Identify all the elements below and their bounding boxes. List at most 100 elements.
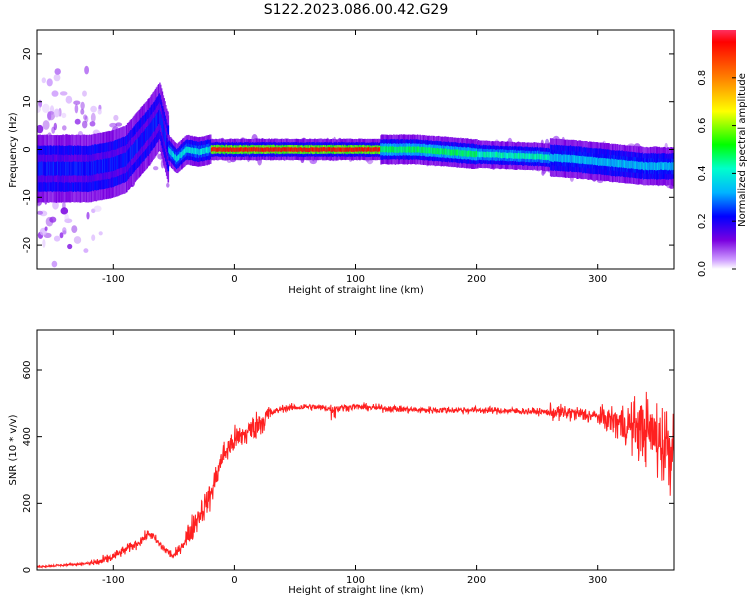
- spectrogram-cell: [385, 146, 387, 153]
- spectrogram-cell: [542, 154, 544, 160]
- colorbar-tick-label: 0.4: [697, 165, 708, 181]
- spectrogram-cell: [510, 152, 512, 159]
- spectrogram-cell: [662, 162, 665, 170]
- spectrogram-cell: [98, 160, 100, 174]
- spectrogram-cell: [143, 130, 146, 145]
- spectrogram-cell: [404, 146, 407, 153]
- spectrogram-cell: [305, 147, 308, 152]
- spectrogram-cell: [670, 162, 672, 171]
- spectrogram-cell: [287, 147, 290, 152]
- spectrogram-cell: [466, 151, 469, 158]
- spectrogram-cell: [96, 160, 98, 174]
- y-tick-label: 10: [22, 95, 33, 108]
- spectrogram-cell: [215, 147, 217, 152]
- spectrogram-cell: [610, 158, 613, 167]
- spectrogram-cell: [438, 148, 441, 155]
- spectrogram-cell: [49, 216, 57, 223]
- spectrogram-cell: [62, 227, 67, 235]
- spectrogram-cell: [394, 146, 397, 153]
- spectrogram-cell: [250, 147, 253, 152]
- spectrogram-cell: [181, 151, 183, 158]
- spectrogram-cell: [549, 155, 551, 161]
- spectrogram-cell: [188, 147, 191, 153]
- spectrogram-cell: [131, 144, 134, 159]
- spectrogram-cell: [179, 152, 181, 159]
- spectrogram-cell: [654, 162, 656, 170]
- spectrogram-cell: [610, 159, 612, 167]
- spectrogram-cell: [351, 147, 354, 152]
- spectrogram-cell: [573, 155, 576, 164]
- spectrogram-cell: [630, 160, 632, 169]
- spectrogram-cell: [41, 161, 43, 175]
- spectrogram-cell: [282, 147, 285, 152]
- spectrogram-cell: [618, 159, 621, 168]
- spectrogram-cell: [170, 150, 173, 157]
- spectrogram-cell: [275, 147, 277, 152]
- spectrogram-cell: [571, 154, 573, 163]
- spectrogram-cell: [667, 162, 670, 171]
- x-tick-label: 200: [467, 274, 486, 285]
- spectrogram-cell: [501, 152, 504, 159]
- x-tick-label: 300: [588, 274, 607, 285]
- spectrogram-cell: [314, 147, 316, 152]
- spectrogram-cell: [584, 156, 587, 165]
- spectrogram-cell: [60, 207, 69, 215]
- spectrogram-cell: [616, 159, 619, 168]
- spectrogram-cell: [41, 77, 46, 84]
- spectrogram-cell: [451, 149, 454, 156]
- spectrogram-cell: [589, 156, 592, 165]
- spectrogram-cell: [237, 147, 240, 152]
- spectrogram-cell: [504, 152, 507, 158]
- spectrogram-cell: [672, 162, 674, 170]
- spectrogram-cell: [257, 147, 259, 152]
- spectrogram-cell: [231, 147, 233, 152]
- spectrogram-cell: [424, 147, 426, 153]
- spectrogram-cell: [88, 161, 91, 176]
- spectrogram-cell: [551, 154, 554, 162]
- spectrogram-cell: [538, 153, 541, 160]
- spectrogram-cell: [337, 147, 340, 152]
- spectrogram-cell: [176, 156, 178, 163]
- spectrogram-cell: [391, 146, 393, 153]
- spectrogram-cell: [318, 147, 320, 153]
- spectrogram-cell: [42, 239, 46, 248]
- y-tick-label: -20: [22, 237, 33, 253]
- spectrogram-cell: [671, 162, 674, 171]
- spectrogram-cell: [248, 147, 251, 152]
- spectrogram-cell: [668, 162, 671, 171]
- spectrogram-cell: [638, 161, 640, 170]
- spectrogram-cell: [563, 154, 565, 163]
- spectrogram-cell: [437, 148, 439, 154]
- spectrogram-cell: [475, 151, 477, 158]
- spectrogram-cell: [397, 146, 399, 153]
- spectrogram-cell: [621, 160, 624, 168]
- spectrogram-cell: [270, 147, 272, 152]
- spectrogram-cell: [46, 269, 50, 273]
- spectrogram-cell: [80, 101, 85, 110]
- spectrogram-cell: [479, 151, 482, 158]
- spectrogram-cell: [42, 161, 45, 176]
- spectrogram-cell: [46, 162, 48, 176]
- spectrogram-cell: [151, 120, 153, 135]
- spectrogram-cell: [449, 149, 452, 156]
- spectrogram-cell: [388, 146, 391, 153]
- spectrogram-cell: [393, 146, 395, 153]
- colorbar-gradient: [712, 30, 736, 269]
- spectrogram-cell: [159, 111, 162, 126]
- spectrogram-cell: [37, 124, 44, 134]
- spectrogram-cell: [581, 156, 583, 164]
- spectrogram-cell: [432, 147, 434, 154]
- spectrogram-cell: [163, 124, 165, 139]
- figure-title: S122.2023.086.00.42.G29: [264, 2, 449, 18]
- spectrogram-cell: [120, 154, 123, 168]
- spectrogram-cell: [80, 108, 85, 115]
- spectrogram-cell: [541, 170, 545, 176]
- spectrogram-cell: [53, 235, 61, 242]
- spectrogram-cell: [50, 161, 53, 176]
- colorbar-tick-label: 0.0: [697, 261, 708, 277]
- spectrogram-cell: [527, 153, 530, 160]
- spectrogram-cell: [239, 147, 242, 152]
- spectrogram-cell: [316, 147, 319, 152]
- spectrogram-cell: [65, 95, 73, 104]
- spectrogram-cell: [338, 147, 341, 152]
